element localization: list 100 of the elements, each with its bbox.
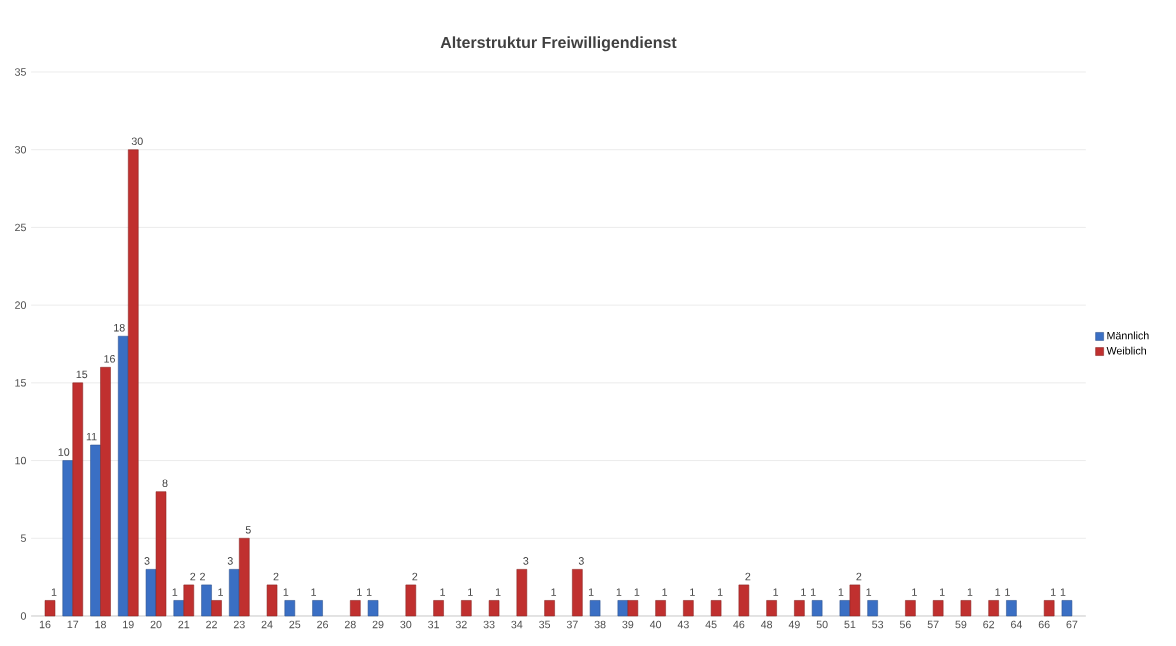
x-tick-label: 16 xyxy=(39,620,51,629)
bar xyxy=(849,584,861,617)
data-label: 1 xyxy=(801,588,806,596)
bar xyxy=(367,600,379,617)
bar xyxy=(683,600,694,617)
x-tick-label: 45 xyxy=(705,620,717,629)
data-label: 1 xyxy=(1051,588,1056,596)
data-label: 30 xyxy=(131,137,143,145)
x-tick-label: 17 xyxy=(67,620,79,629)
bar xyxy=(617,600,629,617)
bar xyxy=(627,600,639,617)
bar xyxy=(589,600,601,617)
x-tick-label: 62 xyxy=(983,620,995,629)
data-label: 16 xyxy=(104,355,115,363)
data-label: 1 xyxy=(838,588,844,596)
bar xyxy=(118,335,129,617)
data-label: 11 xyxy=(86,432,97,441)
data-label: 1 xyxy=(551,588,557,596)
data-label: 1 xyxy=(717,588,723,596)
data-label: 1 xyxy=(283,588,289,596)
data-label: 8 xyxy=(162,479,168,487)
x-tick-label: 57 xyxy=(927,620,939,629)
data-label: 1 xyxy=(967,588,973,596)
data-label: 1 xyxy=(311,588,316,596)
y-tick-label: 30 xyxy=(14,145,26,154)
bar xyxy=(405,584,417,617)
x-tick-label: 24 xyxy=(261,620,273,629)
bar xyxy=(72,382,84,617)
bar xyxy=(173,600,185,617)
data-label: 1 xyxy=(440,588,446,596)
data-label: 1 xyxy=(172,588,178,596)
x-tick-label: 20 xyxy=(150,620,162,629)
bar xyxy=(960,600,972,617)
x-tick-label: 30 xyxy=(400,620,412,629)
bar xyxy=(239,538,250,617)
bar xyxy=(211,600,222,617)
bar xyxy=(516,569,528,617)
x-tick-label: 43 xyxy=(677,620,689,629)
data-label: 5 xyxy=(245,526,251,534)
bar xyxy=(229,569,240,617)
data-label: 1 xyxy=(810,588,816,596)
x-tick-label: 49 xyxy=(788,620,800,629)
data-label: 1 xyxy=(51,588,57,596)
bar xyxy=(766,600,777,617)
data-label: 3 xyxy=(578,557,584,565)
data-label: 1 xyxy=(1060,588,1066,596)
x-tick-label: 25 xyxy=(289,620,301,629)
data-label: 2 xyxy=(856,572,862,581)
x-tick-label: 66 xyxy=(1038,620,1050,629)
bar xyxy=(44,600,56,617)
data-label: 2 xyxy=(745,572,751,581)
x-tick-label: 50 xyxy=(816,620,828,629)
bar xyxy=(100,367,111,617)
data-label: 1 xyxy=(1005,588,1010,596)
data-label: 1 xyxy=(662,588,668,596)
data-label: 1 xyxy=(495,588,501,596)
bar xyxy=(1043,600,1055,617)
x-tick-label: 22 xyxy=(206,620,217,629)
x-tick-label: 26 xyxy=(317,620,329,629)
data-label: 1 xyxy=(616,588,622,596)
data-label: 1 xyxy=(468,588,473,596)
bar xyxy=(839,600,851,617)
bar xyxy=(62,460,74,617)
bar xyxy=(183,584,195,617)
x-tick-label: 67 xyxy=(1066,620,1078,629)
bar xyxy=(1061,600,1073,617)
x-tick-label: 35 xyxy=(539,620,551,629)
bar xyxy=(811,600,823,617)
bar xyxy=(266,584,278,617)
x-tick-label: 46 xyxy=(733,620,745,629)
x-tick-label: 33 xyxy=(483,620,495,629)
bar xyxy=(1006,600,1017,617)
x-tick-label: 40 xyxy=(649,620,662,629)
data-label: 10 xyxy=(58,448,70,456)
data-label: 3 xyxy=(227,557,233,565)
data-label: 1 xyxy=(634,588,640,596)
x-tick-label: 39 xyxy=(622,620,634,629)
bar xyxy=(90,444,101,617)
y-tick-label: 10 xyxy=(15,456,26,465)
data-label: 1 xyxy=(588,588,594,596)
data-label: 1 xyxy=(773,588,779,596)
data-label: 2 xyxy=(200,572,205,581)
bar xyxy=(155,491,167,617)
bar xyxy=(867,600,878,617)
data-label: 1 xyxy=(366,588,372,596)
data-label: 2 xyxy=(412,572,418,581)
x-tick-label: 23 xyxy=(233,620,245,629)
y-tick-label: 25 xyxy=(15,223,26,232)
bar xyxy=(350,600,361,617)
data-label: 1 xyxy=(357,588,362,596)
x-tick-label: 37 xyxy=(566,620,578,629)
data-label: 3 xyxy=(523,557,529,565)
bar xyxy=(128,149,139,617)
x-tick-label: 59 xyxy=(955,620,967,629)
data-label: 2 xyxy=(273,572,279,581)
bar xyxy=(572,569,583,617)
bar xyxy=(488,600,500,617)
x-tick-label: 38 xyxy=(594,620,606,629)
x-tick-label: 34 xyxy=(511,620,523,629)
data-label: 3 xyxy=(144,557,150,565)
